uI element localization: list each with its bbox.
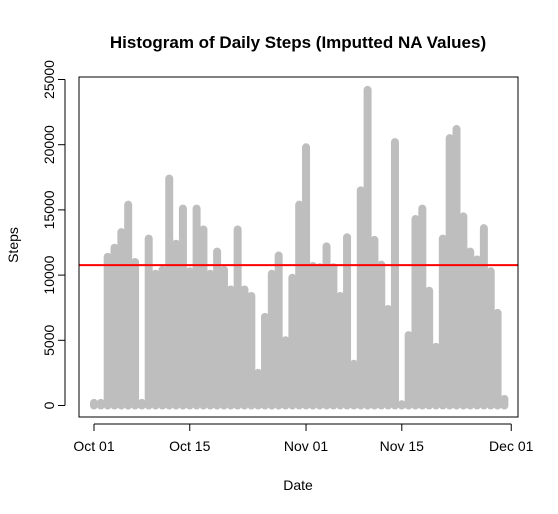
plot-box	[78, 76, 519, 418]
x-axis-title: Date	[283, 477, 313, 493]
y-tick-label: 10000	[41, 255, 57, 294]
bars-group	[90, 85, 509, 410]
y-axis-title: Steps	[5, 227, 21, 263]
y-tick-label: 0	[41, 401, 57, 409]
x-tick-label: Oct 01	[73, 438, 114, 454]
x-tick-label: Dec 01	[489, 438, 534, 454]
y-axis: 0 5000 10000 15000 20000 25000	[41, 60, 66, 409]
y-tick-label: 15000	[41, 190, 57, 229]
y-tick-label: 5000	[41, 325, 57, 356]
y-tick-label: 20000	[41, 125, 57, 164]
y-tick-label: 25000	[41, 60, 57, 99]
x-tick-label: Oct 15	[169, 438, 210, 454]
chart-title: Histogram of Daily Steps (Imputted NA Va…	[110, 33, 486, 52]
x-axis: Oct 01 Oct 15 Nov 01 Nov 15 Dec 01	[73, 423, 534, 454]
x-tick-label: Nov 15	[380, 438, 425, 454]
x-tick-label: Nov 01	[284, 438, 329, 454]
